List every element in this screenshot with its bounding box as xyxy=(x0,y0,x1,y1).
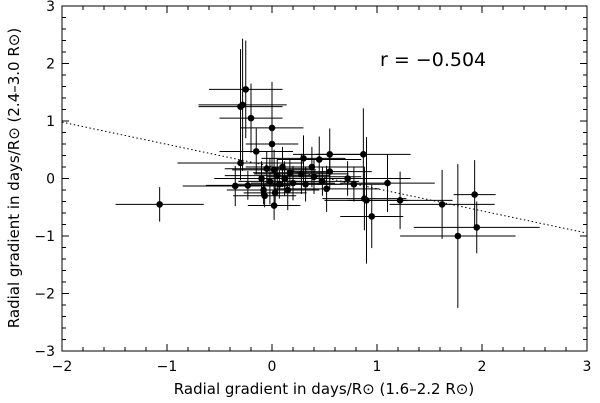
data-point xyxy=(276,180,283,188)
x-tick-label: 1 xyxy=(373,359,382,375)
data-point xyxy=(286,169,294,177)
data-point xyxy=(268,124,276,132)
data-point xyxy=(252,148,260,155)
data-point xyxy=(284,186,292,194)
y-axis-label: Radial gradient in days/R⊙ (2.4–3.0 R⊙) xyxy=(5,28,23,328)
data-point xyxy=(247,114,255,122)
y-tick-label: 1 xyxy=(46,114,55,130)
correlation-annotation: r = −0.504 xyxy=(380,49,486,71)
data-point xyxy=(268,140,276,148)
data-point xyxy=(237,159,244,167)
data-point xyxy=(231,182,239,190)
data-point xyxy=(360,151,367,158)
data-point xyxy=(261,192,268,200)
data-point xyxy=(344,175,351,182)
data-point xyxy=(263,165,271,173)
data-point xyxy=(239,101,246,109)
data-point xyxy=(368,213,376,220)
data-point xyxy=(454,232,462,240)
data-point xyxy=(281,175,288,182)
x-tick-label: 2 xyxy=(478,359,487,375)
data-point xyxy=(363,197,370,204)
data-point xyxy=(300,155,307,162)
data-point xyxy=(384,179,391,187)
data-point xyxy=(319,178,326,185)
data-point xyxy=(271,189,279,197)
x-tick-label: −2 xyxy=(52,359,73,375)
y-tick-label: −1 xyxy=(34,229,55,245)
data-point xyxy=(315,156,323,163)
data-point xyxy=(298,170,305,178)
data-point xyxy=(273,172,281,179)
data-point xyxy=(350,180,358,188)
data-point xyxy=(308,163,316,171)
data-point xyxy=(258,175,265,182)
data-point xyxy=(289,179,297,187)
data-point xyxy=(266,178,274,185)
data-point xyxy=(270,202,278,209)
data-point xyxy=(471,191,478,198)
data-point xyxy=(438,201,446,208)
data-point xyxy=(473,224,481,231)
data-point xyxy=(396,197,404,204)
y-tick-label: −2 xyxy=(34,287,55,303)
y-tick-label: 2 xyxy=(46,57,55,73)
data-point xyxy=(302,180,309,188)
x-tick-label: 0 xyxy=(268,359,277,375)
data-point xyxy=(270,166,278,174)
fit-line xyxy=(61,121,588,234)
data-point xyxy=(326,151,334,158)
data-point xyxy=(279,163,286,171)
y-tick-label: 3 xyxy=(46,0,55,15)
data-point xyxy=(242,86,250,93)
x-tick-label: −1 xyxy=(157,359,178,375)
x-tick-label: 3 xyxy=(583,359,592,375)
data-point xyxy=(244,182,252,189)
data-point xyxy=(326,168,334,175)
y-tick-label: −3 xyxy=(34,344,55,360)
data-points-layer xyxy=(156,86,481,240)
data-point xyxy=(323,185,330,193)
data-point xyxy=(310,173,318,181)
fit-line-layer xyxy=(61,121,588,234)
y-tick-label: 0 xyxy=(46,172,55,188)
data-point xyxy=(156,201,163,208)
data-point xyxy=(260,186,267,194)
x-axis-label: Radial gradient in days/R⊙ (1.6–2.2 R⊙) xyxy=(174,380,474,398)
